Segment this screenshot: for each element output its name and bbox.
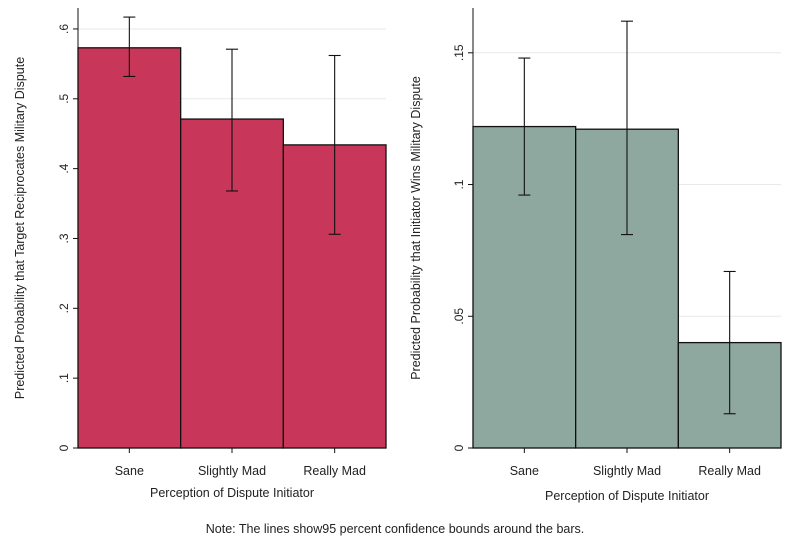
y-tick-label: 0 bbox=[57, 444, 71, 451]
y-tick-label: .1 bbox=[57, 373, 71, 383]
y-tick-label: .2 bbox=[57, 303, 71, 313]
bar-sane bbox=[77, 47, 182, 449]
y-axis-title: Predicted Probability that Initiator Win… bbox=[409, 76, 423, 380]
y-axis-title: Predicted Probability that Target Recipr… bbox=[13, 57, 27, 399]
x-tick-label: Sane bbox=[510, 464, 539, 478]
y-tick-label: .15 bbox=[452, 44, 466, 61]
x-tick-label: Really Mad bbox=[698, 464, 761, 478]
x-axis-title: Perception of Dispute Initiator bbox=[545, 489, 709, 503]
error-bar bbox=[518, 57, 531, 196]
chart-2: 0 .05 .1 .15 Sane Slightly Mad Really Mad Perce… bbox=[409, 8, 782, 503]
error-bar bbox=[621, 20, 633, 236]
y-tick-label: .3 bbox=[57, 233, 71, 243]
y-tick-label: .4 bbox=[57, 163, 71, 173]
error-bar bbox=[328, 54, 341, 235]
y-tick-label: 0 bbox=[452, 444, 466, 451]
x-tick-label: Sane bbox=[115, 464, 144, 478]
figure-note: Note: The lines show95 percent confidenc… bbox=[205, 522, 585, 536]
y-tick-label: .1 bbox=[452, 179, 466, 189]
error-bar bbox=[226, 48, 238, 192]
y-tick-label: .05 bbox=[452, 308, 466, 325]
chart-1: 0 .1 .2 .3 .4 .5 .6 Sane Slightly Mad Really Mad P… bbox=[13, 8, 387, 500]
error-bar bbox=[123, 16, 136, 77]
y-tick-label: .5 bbox=[57, 93, 71, 103]
x-axis-title: Perception of Dispute Initiator bbox=[150, 486, 314, 500]
x-tick-label: Slightly Mad bbox=[593, 464, 661, 478]
y-tick-label: .6 bbox=[57, 24, 71, 34]
error-bar bbox=[723, 270, 736, 415]
x-tick-label: Slightly Mad bbox=[198, 464, 266, 478]
x-tick-label: Really Mad bbox=[303, 464, 366, 478]
